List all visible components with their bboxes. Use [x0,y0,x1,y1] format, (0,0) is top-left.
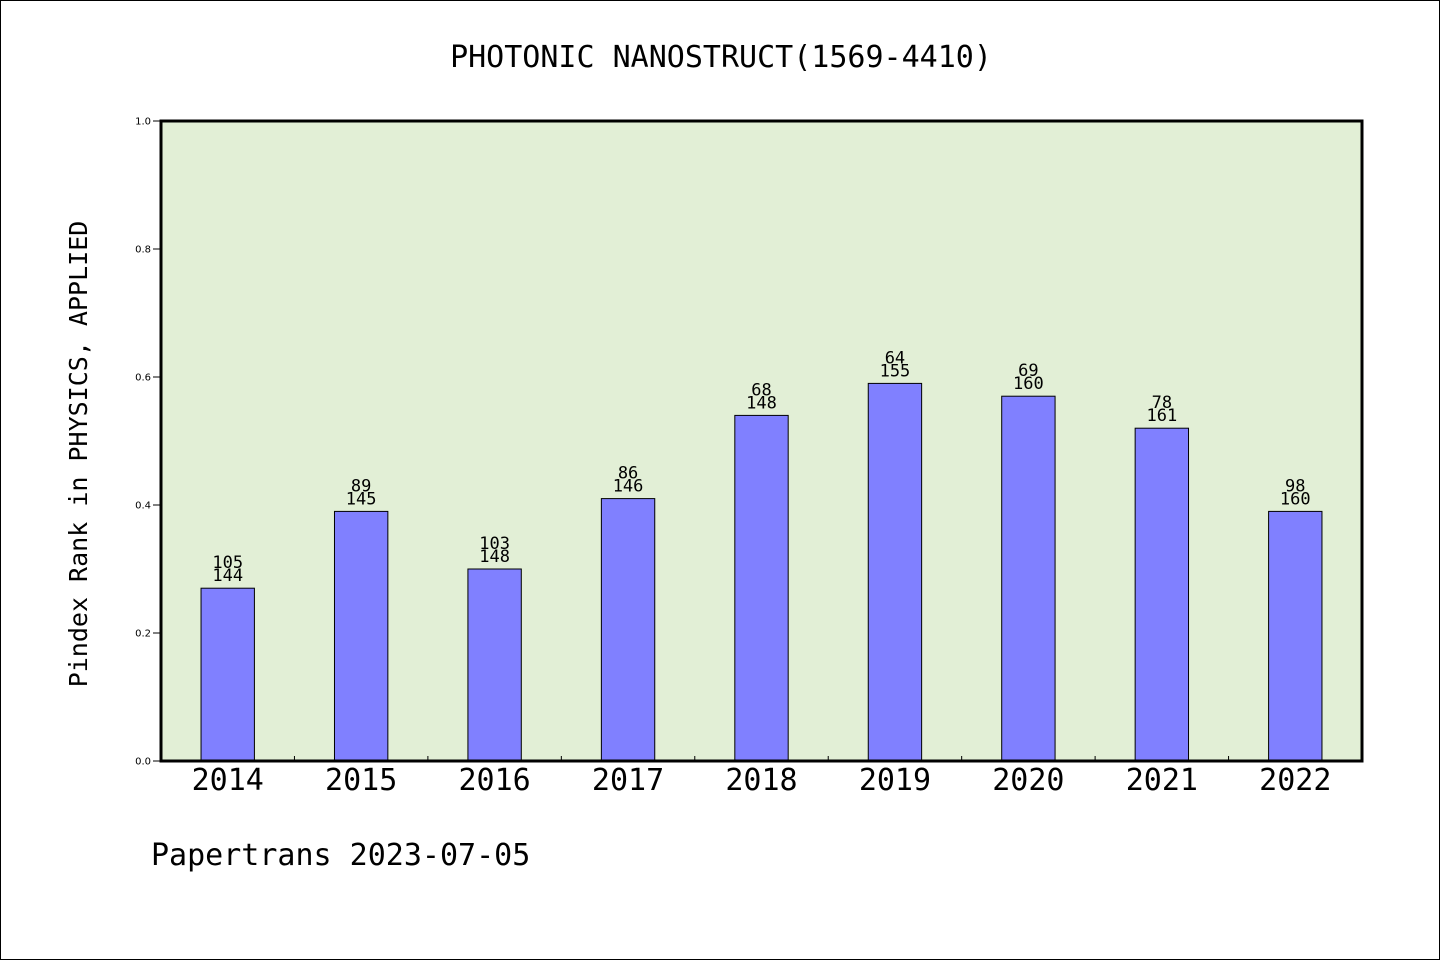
bar-2022 [1268,510,1323,762]
x-tick-label: 2015 [325,763,397,798]
data-label-total: 148 [746,393,777,413]
y-axis-ticks: 0.0 0.2 0.4 0.6 0.8 1.0 [135,117,161,768]
x-tick-label: 2019 [859,763,931,798]
y-tick-label: 0.2 [135,629,151,640]
plot-frame [159,119,1364,763]
data-label-total: 161 [1146,406,1177,426]
bar-2017 [600,498,656,762]
data-label-rank: 89 [351,476,371,496]
x-tick-label: 2017 [592,763,664,798]
bar-2015 [333,510,389,762]
bar-2021 [1134,427,1190,762]
data-label-total: 160 [1013,374,1044,394]
data-label-total: 160 [1280,489,1311,509]
x-tick-label: 2020 [992,763,1064,798]
x-axis-tick-labels: 2014 2015 2016 2017 2018 2019 2020 2021 2022 [192,763,1332,798]
data-label-rank: 69 [1018,361,1038,381]
x-tick-label: 2021 [1126,763,1198,798]
bar-2020 [1001,395,1056,762]
y-tick-label: 0.8 [135,245,151,256]
data-label-total: 155 [880,361,911,381]
y-tick-label: 0.4 [135,501,151,512]
x-tick-label: 2022 [1259,763,1331,798]
y-tick-label: 0.0 [135,757,151,768]
y-axis-label: Pindex Rank in PHYSICS, APPLIED [64,221,93,688]
data-label-rank: 98 [1285,476,1305,496]
data-label-rank: 86 [618,464,638,484]
data-label-total: 145 [346,489,377,509]
footer-source-date: Papertrans 2023-07-05 [151,838,530,873]
x-tick-label: 2018 [725,763,797,798]
data-label-rank: 78 [1152,393,1172,413]
y-tick-label: 0.6 [135,373,151,384]
data-label-rank: 68 [751,380,771,400]
bars [200,382,1323,762]
data-label-total: 148 [479,547,510,567]
x-tick-label: 2014 [192,763,264,798]
data-label-total: 144 [212,566,243,586]
bar-2019 [867,382,923,762]
bar-2018 [734,414,789,762]
data-label-rank: 103 [479,534,510,554]
bar-2014 [200,587,255,762]
data-label-rank: 64 [885,348,905,368]
chart-title: PHOTONIC NANOSTRUCT(1569-4410) [450,40,992,75]
data-label-total: 146 [613,477,644,497]
x-tick-label: 2016 [458,763,530,798]
data-label-rank: 105 [212,553,243,573]
y-tick-label: 1.0 [135,117,151,128]
bar-2016 [467,568,522,762]
